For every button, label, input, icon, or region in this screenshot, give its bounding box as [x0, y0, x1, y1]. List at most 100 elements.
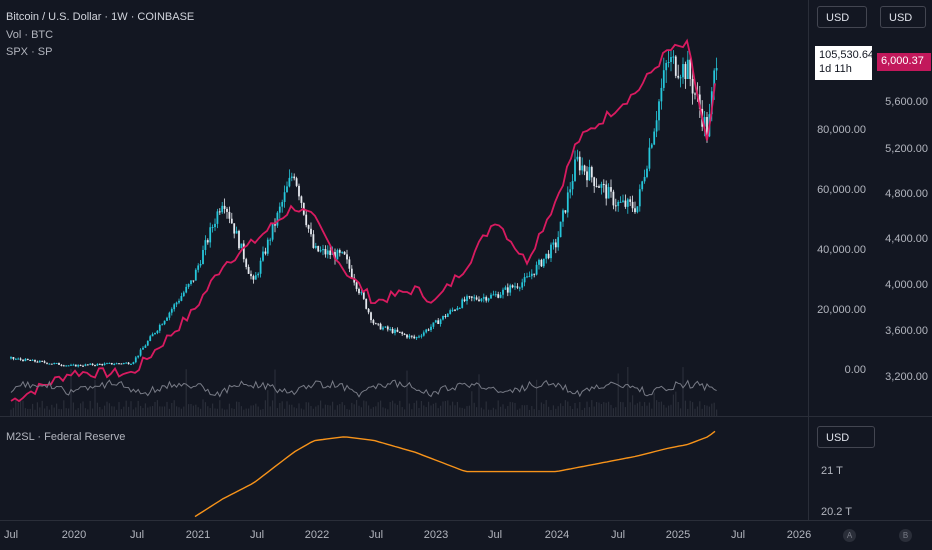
candle-body — [154, 332, 156, 335]
candle-body — [576, 156, 579, 160]
volume-bar — [130, 401, 132, 416]
auto-scale-button[interactable]: A — [843, 529, 856, 542]
candle-body — [355, 282, 358, 289]
candle-body — [94, 365, 96, 367]
volume-bar — [536, 379, 538, 416]
volume-bar — [490, 409, 492, 416]
candle-body — [516, 286, 519, 288]
volume-bar — [243, 409, 245, 416]
x-tick: 2024 — [544, 529, 570, 541]
candle-body — [226, 208, 228, 212]
candle-body — [12, 357, 15, 359]
volume-bar — [675, 391, 677, 416]
compare-legend[interactable]: SPX · SP — [6, 46, 53, 58]
m2-legend[interactable]: M2SL · Federal Reserve — [6, 431, 126, 443]
candle-body — [290, 176, 293, 178]
volume-bar — [346, 409, 348, 416]
spx-currency-selector[interactable]: USD — [880, 6, 926, 28]
volume-bar — [56, 403, 58, 416]
candle-body — [679, 77, 682, 79]
volume-bar — [461, 407, 463, 416]
btc-last-price: 105,530.64 — [819, 49, 875, 61]
volume-bar — [260, 409, 262, 416]
volume-bar — [48, 409, 50, 416]
x-tick: 2026 — [786, 529, 812, 541]
candle-body — [485, 297, 488, 301]
volume-bar — [394, 403, 396, 416]
spx-tick: 5,200.00 — [885, 143, 928, 155]
volume-bar — [555, 408, 557, 416]
candle-body — [283, 192, 286, 202]
volume-bar — [116, 409, 118, 416]
volume-bar — [528, 409, 530, 416]
log-scale-button[interactable]: B — [899, 529, 912, 542]
volume-bar — [464, 408, 466, 416]
candle-body — [336, 250, 339, 260]
time-axis[interactable]: Jul 2020 Jul 2021 Jul 2022 Jul 2023 Jul … — [0, 520, 932, 550]
volume-bar — [288, 404, 290, 416]
x-tick: 2025 — [665, 529, 691, 541]
candle-body — [322, 249, 324, 251]
candle-body — [590, 167, 593, 178]
candle-body — [665, 62, 668, 71]
candle-body — [110, 362, 113, 365]
volume-bar — [324, 404, 326, 416]
candle-body — [281, 201, 284, 207]
m2-axis[interactable]: USD 21 T 20.2 T — [809, 417, 932, 520]
volume-bar — [689, 400, 691, 416]
candle-body — [494, 294, 497, 296]
btc-currency-selector[interactable]: USD — [817, 6, 867, 28]
volume-bar — [699, 401, 701, 416]
volume-bar — [478, 374, 480, 416]
volume-bar — [192, 405, 194, 416]
candle-body — [26, 358, 29, 360]
volume-bar — [296, 408, 298, 416]
volume-bar — [581, 409, 583, 416]
candle-body — [382, 327, 384, 330]
candle-body — [511, 285, 514, 288]
candle-body — [492, 294, 495, 296]
candle-body — [235, 230, 238, 234]
volume-bar — [291, 404, 293, 416]
volume-bar — [262, 409, 264, 416]
volume-bar — [154, 401, 156, 416]
candle-body — [430, 326, 432, 331]
m2-pane[interactable] — [0, 417, 808, 520]
candle-body — [396, 329, 399, 332]
volume-legend[interactable]: Vol · BTC — [6, 29, 54, 41]
volume-bar — [284, 408, 286, 416]
symbol-title[interactable]: Bitcoin / U.S. Dollar · 1W · COINBASE — [6, 11, 195, 23]
volume-bar — [41, 400, 43, 416]
volume-bar — [682, 367, 684, 416]
candle-body — [149, 336, 152, 341]
volume-bar — [641, 406, 643, 416]
volume-bar — [228, 403, 230, 416]
candle-body — [276, 212, 279, 226]
candle-body — [499, 294, 502, 298]
volume-bar — [108, 403, 110, 416]
volume-bar — [341, 402, 343, 416]
volume-bar — [68, 408, 70, 416]
volume-bar — [200, 408, 202, 416]
candle-body — [566, 192, 569, 213]
main-price-pane[interactable] — [0, 0, 808, 416]
volume-bar — [339, 404, 341, 416]
candle-body — [278, 206, 281, 213]
candle-body — [187, 283, 190, 287]
candle-body — [242, 243, 245, 260]
m2-currency-selector[interactable]: USD — [817, 426, 875, 448]
candle-body — [31, 359, 34, 361]
pane-divider[interactable] — [0, 416, 932, 417]
candle-body — [547, 253, 550, 259]
spx-price-axis[interactable]: USD 6,000.37 5,600.00 5,200.00 4,800.00 … — [871, 0, 932, 416]
btc-tick: 20,000.00 — [817, 304, 866, 316]
volume-bar — [507, 406, 509, 416]
volume-bar — [600, 403, 602, 416]
candle-body — [379, 323, 382, 330]
btc-price-axis[interactable]: USD 80,000.00 60,000.00 40,000.00 20,000… — [809, 0, 875, 416]
candle-body — [569, 189, 572, 193]
candle-body — [612, 191, 615, 206]
candle-body — [581, 165, 584, 171]
candle-body — [74, 364, 77, 367]
volume-bar — [248, 408, 250, 416]
